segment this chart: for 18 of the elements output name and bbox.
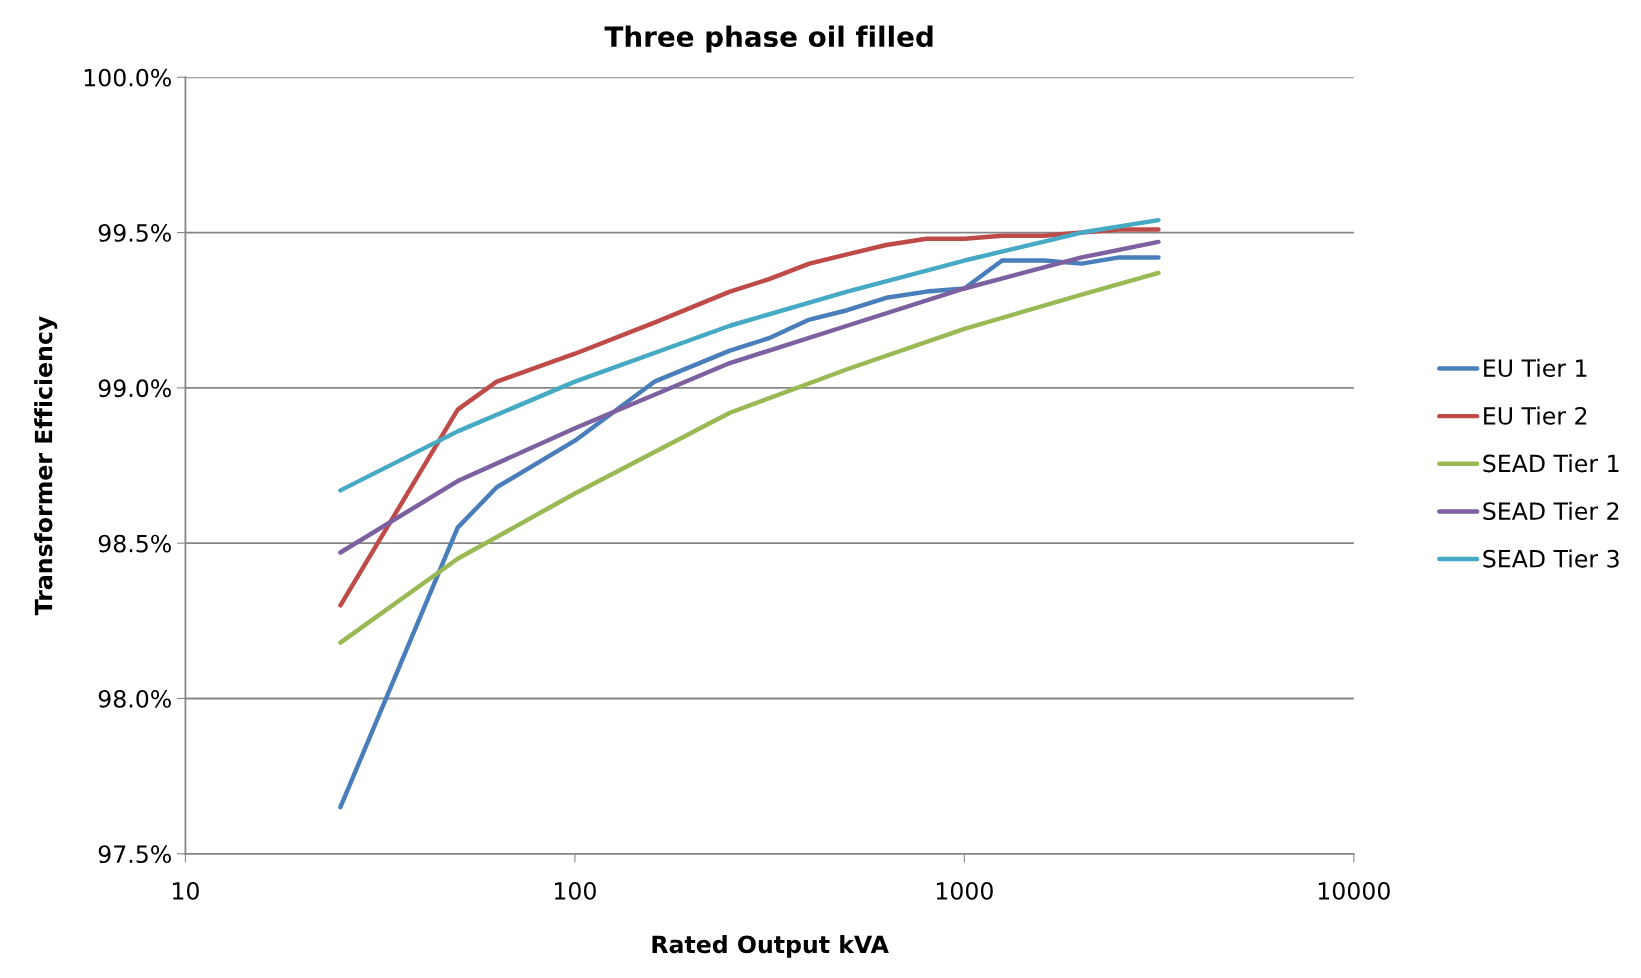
legend-label: SEAD Tier 3 (1483, 549, 1619, 568)
x-tick-label: 100 (554, 881, 596, 900)
legend-label: EU Tier 2 (1484, 406, 1587, 425)
y-tick-label: 99.0% (98, 379, 171, 398)
legend-label: SEAD Tier 2 (1483, 501, 1619, 521)
y-tick-label: 100.0% (84, 68, 171, 87)
y-tick-label: 99.5% (98, 224, 171, 242)
x-axis-title: Rated Output kVA (652, 934, 889, 958)
legend-label: SEAD Tier 1 (1483, 454, 1619, 473)
y-tick-label: 98.0% (98, 689, 171, 708)
x-tick-label: 1000 (936, 881, 993, 900)
y-axis-title: Transformer Efficiency (34, 316, 58, 616)
y-tick-label: 97.5% (98, 845, 171, 864)
x-tick-label: 10000 (1318, 881, 1390, 900)
y-tick-label: 98.5% (98, 534, 171, 553)
x-tick-label: 10 (173, 881, 199, 900)
chart-title: Three phase oil filled (604, 25, 933, 53)
legend-label: EU Tier 1 (1484, 358, 1587, 378)
